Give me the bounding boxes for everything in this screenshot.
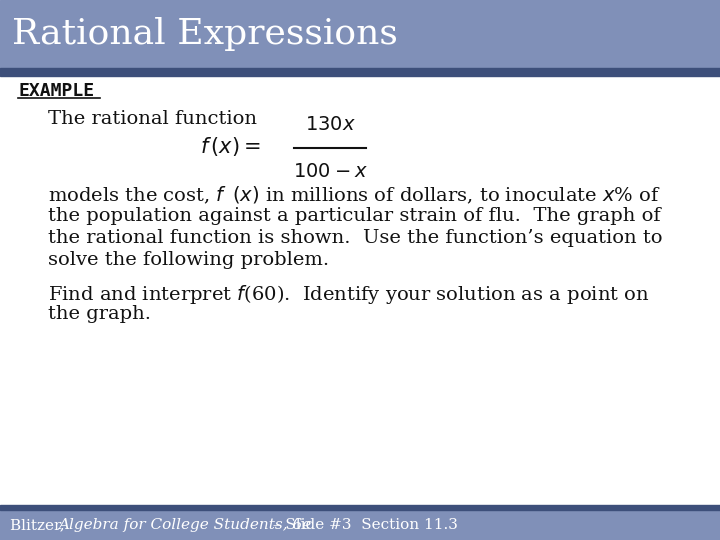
Text: the population against a particular strain of flu.  The graph of: the population against a particular stra…: [48, 207, 661, 225]
Text: $f\,(x)=$: $f\,(x)=$: [200, 134, 261, 158]
Text: solve the following problem.: solve the following problem.: [48, 251, 329, 269]
Text: Blitzer,: Blitzer,: [10, 518, 70, 532]
Text: the graph.: the graph.: [48, 305, 151, 323]
Bar: [0, 510, 720, 540]
Text: EXAMPLE: EXAMPLE: [18, 82, 94, 100]
Text: Rational Expressions: Rational Expressions: [12, 17, 398, 51]
Text: the rational function is shown.  Use the function’s equation to: the rational function is shown. Use the …: [48, 229, 662, 247]
Text: – Slide #3  Section 11.3: – Slide #3 Section 11.3: [268, 518, 458, 532]
Bar: [0, 68, 720, 76]
Text: Find and interpret $f$(60).  Identify your solution as a point on: Find and interpret $f$(60). Identify you…: [48, 283, 649, 306]
Bar: [0, 505, 720, 510]
Text: $130x$: $130x$: [305, 115, 356, 134]
Text: Algebra for College Students, 6e: Algebra for College Students, 6e: [58, 518, 311, 532]
Text: The rational function: The rational function: [48, 110, 257, 128]
Bar: [0, 0, 720, 68]
Text: $100-x$: $100-x$: [292, 162, 367, 181]
Text: models the cost, $f\hspace{0.5}(x)$ in millions of dollars, to inoculate $x$% of: models the cost, $f\hspace{0.5}(x)$ in m…: [48, 185, 661, 206]
